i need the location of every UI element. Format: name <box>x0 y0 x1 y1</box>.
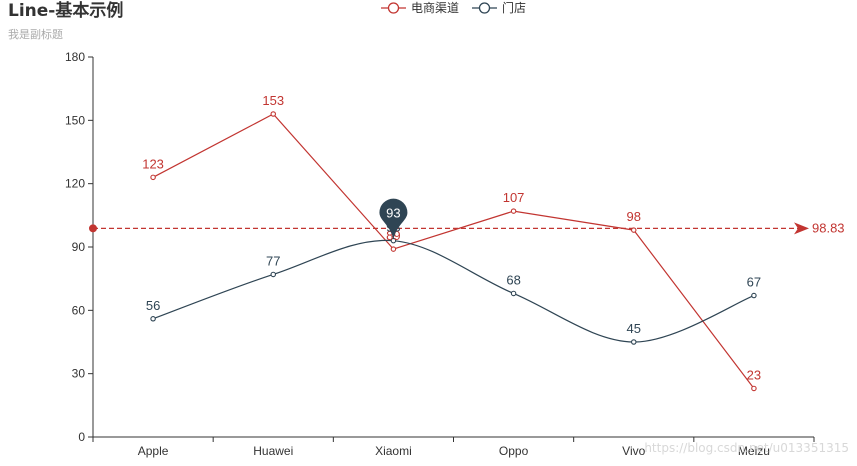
data-point[interactable] <box>270 111 276 117</box>
legend-circle-icon <box>478 2 491 14</box>
data-label: 45 <box>627 321 641 336</box>
x-axis-ticks: Apple Huawei Xiaomi Oppo Vivo Meizu <box>92 437 815 458</box>
y-tick-label: 120 <box>65 177 85 191</box>
series-line[interactable] <box>152 113 755 389</box>
map-pin-icon[interactable] <box>379 198 408 240</box>
data-label: 107 <box>503 190 525 205</box>
y-tick-label: 0 <box>78 430 85 444</box>
average-mark-line: 98.83 <box>89 220 845 235</box>
data-label: 67 <box>747 275 761 290</box>
data-label: 77 <box>266 253 280 268</box>
data-label: 56 <box>146 298 160 313</box>
x-tick-label: Meizu <box>738 444 770 458</box>
data-label: 98 <box>627 209 641 224</box>
data-labels: 123153891079823567793684567 <box>142 93 761 382</box>
max-mark-point: 93 <box>379 198 408 240</box>
data-point[interactable] <box>150 174 156 181</box>
x-tick-label: Apple <box>138 444 169 458</box>
mark-line-arrow-icon <box>794 222 809 235</box>
legend-circle-icon <box>387 2 400 14</box>
legend-label: 门店 <box>502 0 526 15</box>
series-layer <box>150 111 757 392</box>
data-point[interactable] <box>751 292 757 299</box>
y-tick-label: 180 <box>65 50 85 64</box>
x-tick-label: Huawei <box>253 444 293 458</box>
data-point[interactable] <box>150 316 156 322</box>
mark-line-start-dot <box>89 224 97 233</box>
data-label: 153 <box>262 93 284 108</box>
data-point[interactable] <box>630 227 637 233</box>
series-line[interactable] <box>152 239 755 343</box>
y-axis-ticks: 0 30 60 90 120 150 180 <box>65 50 93 444</box>
legend-item-store[interactable]: 门店 <box>472 0 526 15</box>
data-point[interactable] <box>270 271 276 278</box>
data-point[interactable] <box>510 208 517 214</box>
legend-label: 电商渠道 <box>411 0 459 15</box>
data-label: 68 <box>506 272 520 287</box>
axes: 0 30 60 90 120 150 180 Apple Huawei Xiaomi Oppo Vi… <box>65 50 815 458</box>
data-label: 23 <box>747 367 761 382</box>
y-tick-label: 30 <box>72 367 86 381</box>
watermark-text: https://blog.csdn.net/u013351315 <box>644 441 849 455</box>
legend: 电商渠道 门店 <box>381 0 526 15</box>
data-point[interactable] <box>630 339 637 345</box>
x-tick-label: Vivo <box>622 444 645 458</box>
chart-title: Line-基本示例 <box>8 0 123 21</box>
data-point[interactable] <box>510 290 517 297</box>
y-tick-label: 150 <box>65 113 85 127</box>
mark-point-label: 93 <box>386 206 400 221</box>
x-tick-label: Oppo <box>499 444 529 458</box>
legend-item-ecommerce[interactable]: 电商渠道 <box>381 0 459 15</box>
data-label: 123 <box>142 156 164 171</box>
y-tick-label: 90 <box>72 240 86 254</box>
data-point[interactable] <box>751 385 757 392</box>
x-tick-label: Xiaomi <box>375 444 412 458</box>
y-tick-label: 60 <box>72 303 86 317</box>
mark-line-label: 98.83 <box>812 220 845 235</box>
chart-subtitle: 我是副标题 <box>8 27 63 41</box>
data-point[interactable] <box>390 246 397 252</box>
